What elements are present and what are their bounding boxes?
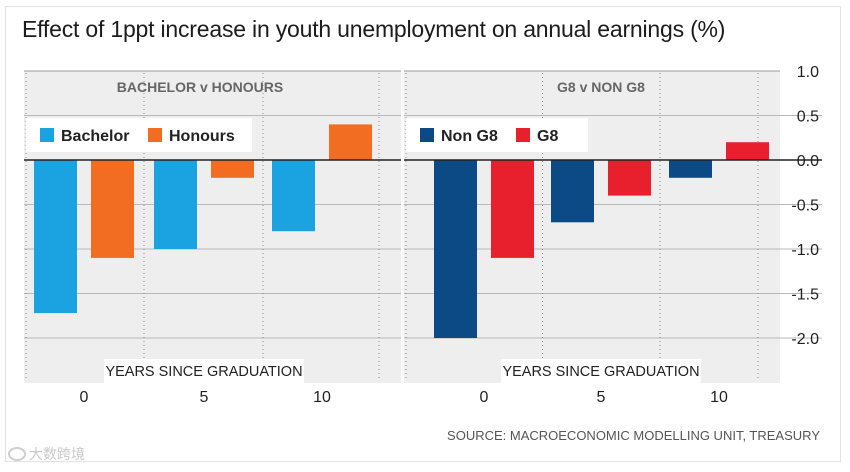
bar-bachelor-0 — [34, 160, 77, 314]
legend-swatch-g8 — [516, 128, 530, 142]
x-tick-label-0: 0 — [480, 389, 489, 406]
xaxis-title-bg-bachelor-honours — [104, 359, 304, 383]
y-tick-label: -2.0 — [791, 331, 819, 348]
chart-title: Effect of 1ppt increase in youth unemplo… — [22, 16, 726, 42]
legend-label-g8: G8 — [537, 128, 558, 145]
bar-g8-5 — [608, 160, 651, 196]
source-note: SOURCE: MACROECONOMIC MODELLING UNIT, TR… — [447, 428, 820, 443]
y-tick-label: 0.0 — [797, 153, 819, 170]
panel-title-bachelor-honours: BACHELOR v HONOURS — [117, 79, 283, 95]
y-tick-label: -1.0 — [791, 242, 819, 259]
panel-background-bachelor-honours — [24, 71, 401, 383]
bar-non-g8-5 — [551, 160, 594, 223]
x-tick-label-10: 10 — [710, 389, 728, 406]
watermark: 大数跨境 — [8, 444, 85, 464]
legend-box-bachelor-honours — [26, 118, 252, 152]
xaxis-title-bg-nong8-g8 — [501, 359, 701, 383]
x-tick-label-5: 5 — [200, 389, 209, 406]
bar-honours-10 — [329, 124, 372, 160]
xaxis-title-bachelor-honours: YEARS SINCE GRADUATION — [105, 364, 302, 380]
bar-g8-10 — [726, 142, 769, 160]
x-tick-label-5: 5 — [597, 389, 606, 406]
legend-box-nong8-g8 — [406, 118, 588, 152]
legend-swatch-bachelor — [40, 128, 54, 142]
y-tick-label: -0.5 — [791, 198, 819, 215]
bar-bachelor-5 — [154, 160, 197, 249]
panel-title-nong8-g8: G8 v NON G8 — [557, 79, 645, 95]
y-tick-label: 1.0 — [797, 64, 819, 81]
bar-g8-0 — [491, 160, 534, 258]
bar-honours-5 — [211, 160, 254, 178]
bar-non-g8-0 — [434, 160, 477, 338]
x-tick-label-0: 0 — [80, 389, 89, 406]
watermark-text: 大数跨境 — [29, 446, 85, 462]
bar-bachelor-10 — [272, 160, 315, 232]
legend-label-bachelor: Bachelor — [61, 128, 129, 145]
legend-label-honours: Honours — [169, 128, 235, 145]
y-tick-label: -1.5 — [791, 287, 819, 304]
bar-non-g8-10 — [669, 160, 712, 178]
legend-swatch-honours — [148, 128, 162, 142]
legend-label-non-g8: Non G8 — [441, 128, 498, 145]
x-tick-label-10: 10 — [313, 389, 331, 406]
y-tick-label: 0.5 — [797, 109, 819, 126]
xaxis-title-nong8-g8: YEARS SINCE GRADUATION — [502, 364, 699, 380]
bar-honours-0 — [91, 160, 134, 258]
watermark-logo-icon — [8, 447, 26, 461]
legend-swatch-non-g8 — [420, 128, 434, 142]
